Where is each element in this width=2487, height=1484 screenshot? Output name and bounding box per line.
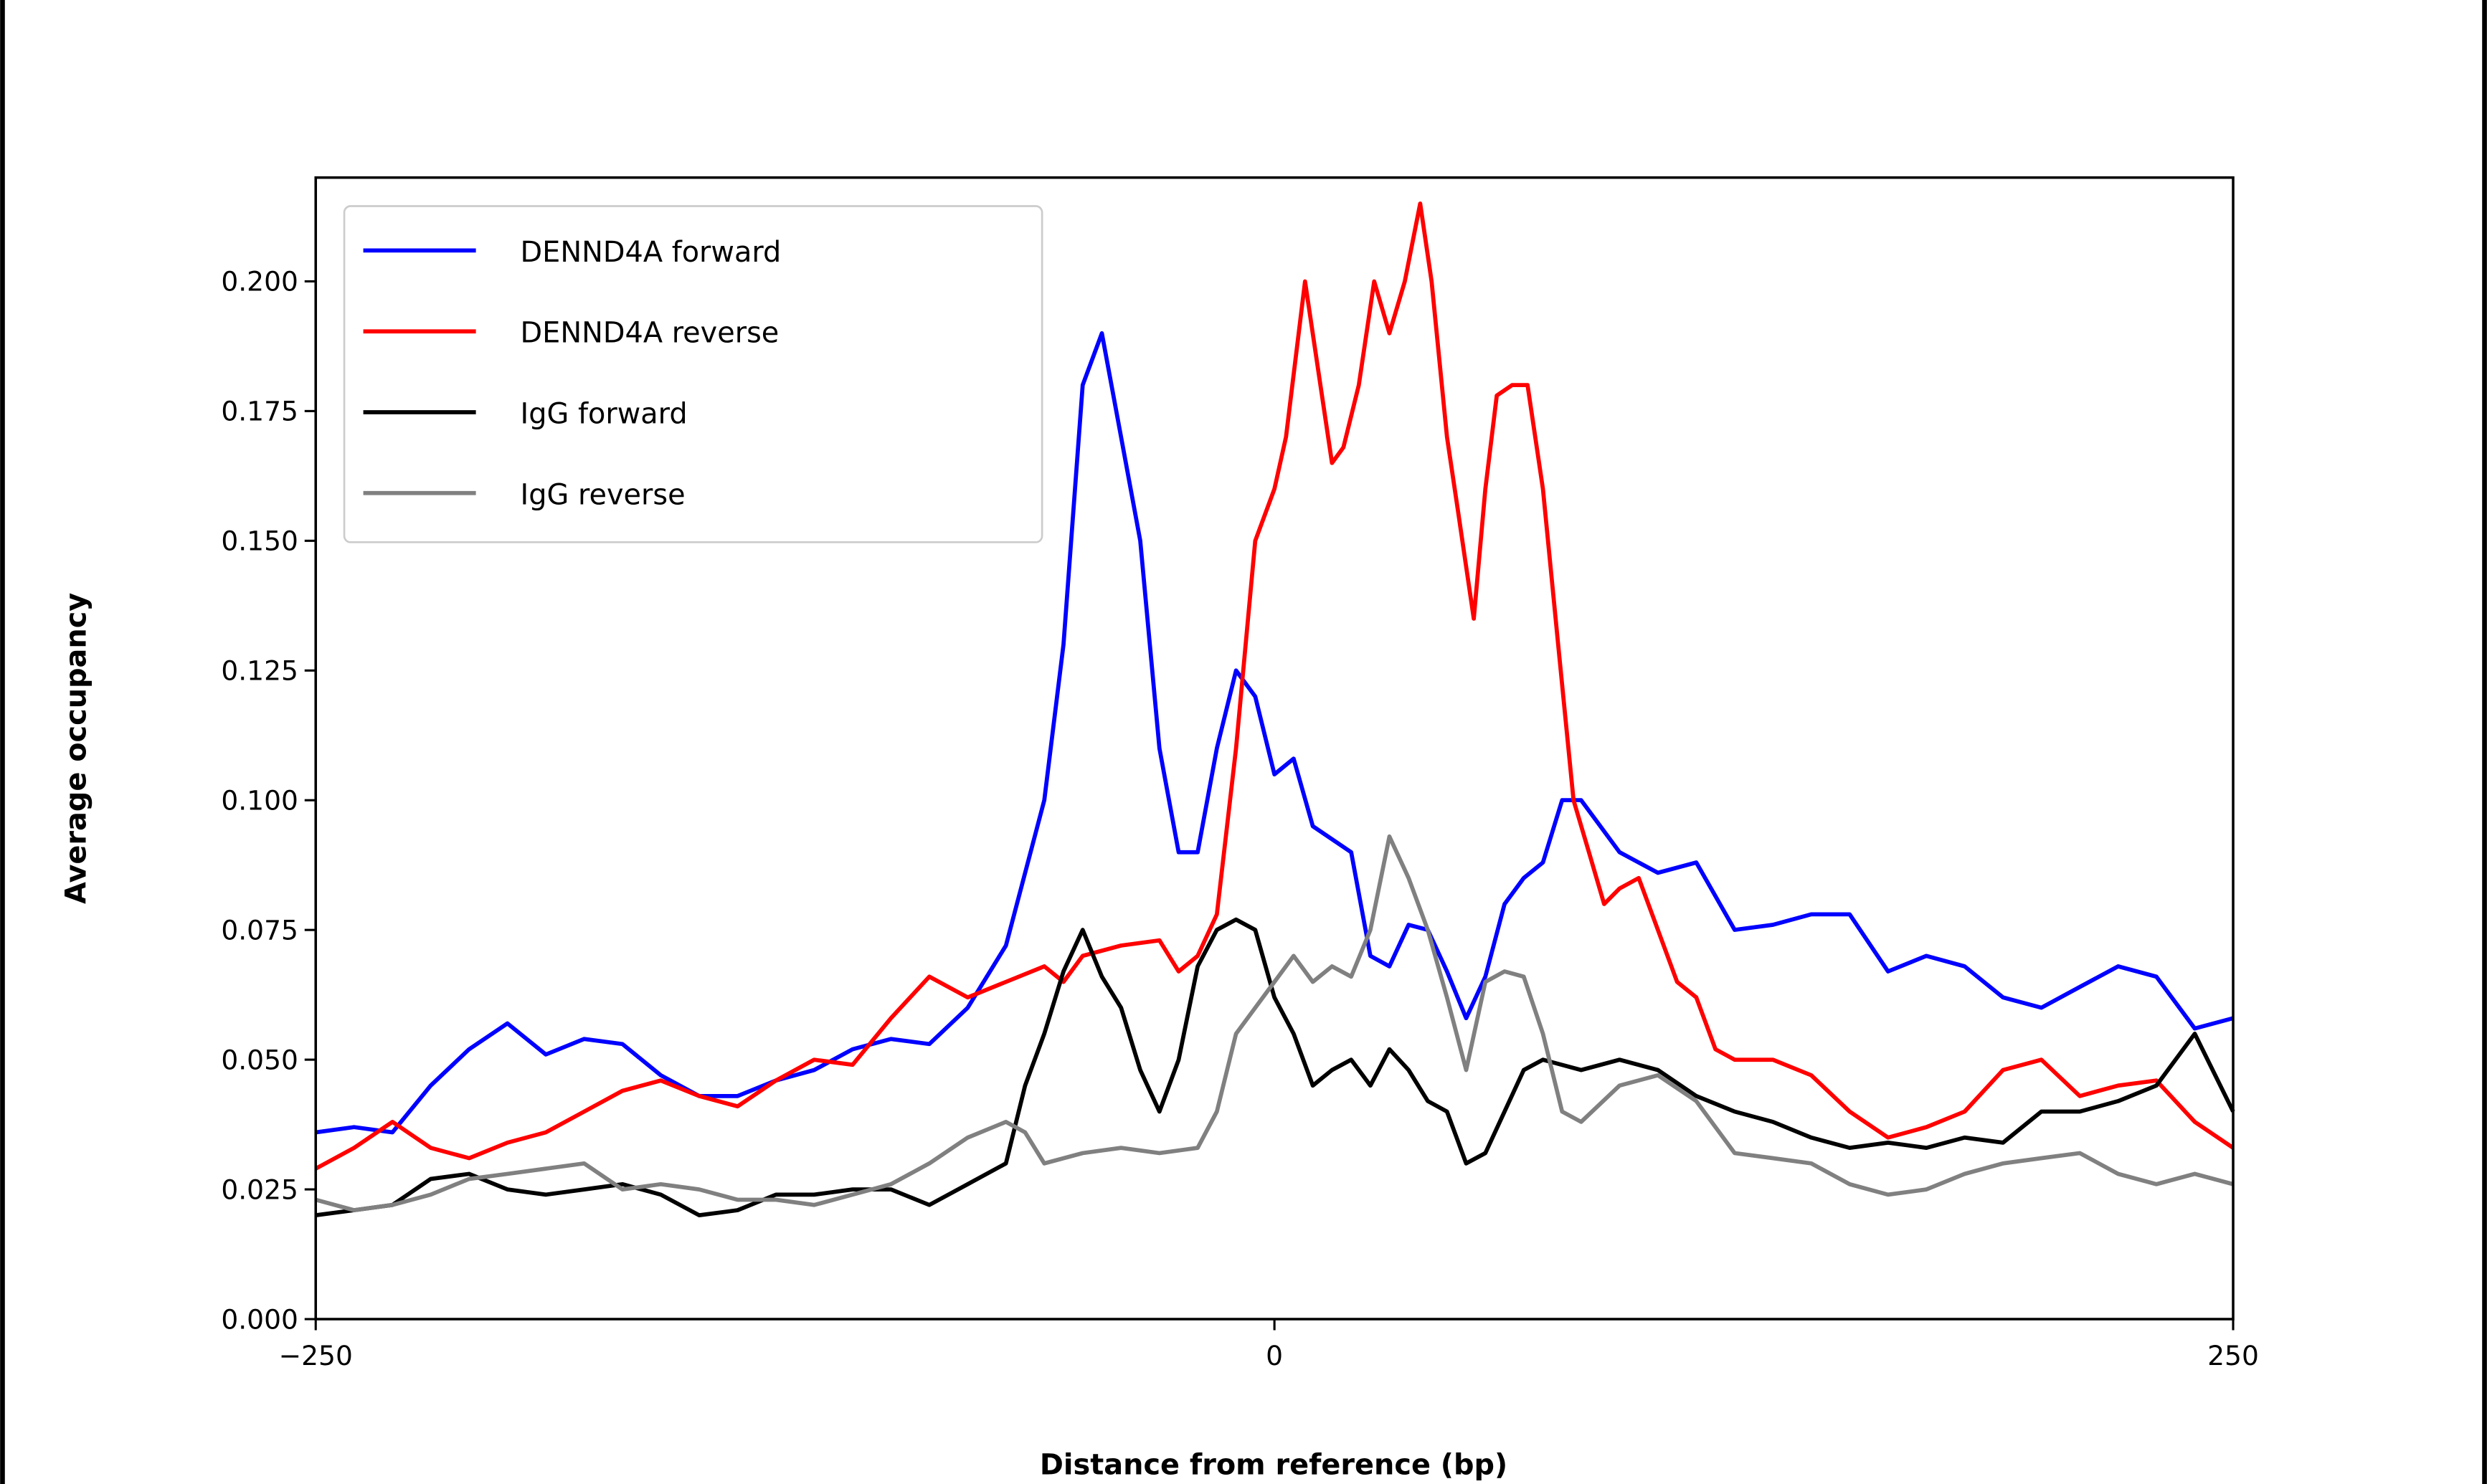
y-tick-label: 0.125 [221,655,298,687]
y-tick-label: 0.175 [221,396,298,427]
left-border [0,0,5,1484]
x-axis-label: Distance from reference (bp) [1040,1449,1507,1482]
ticks-layer: −250 0 250 0.000 0.025 0.050 0.075 0.100 0.125 0.… [221,266,2259,1371]
x-tick-label: 250 [2207,1340,2259,1371]
series-line-igg-reverse [315,834,2234,1212]
legend-label: DENND4A forward [521,236,782,269]
y-tick-label: 0.050 [221,1044,298,1075]
x-tick-label: −250 [279,1340,353,1371]
legend-label: DENND4A reverse [521,317,780,350]
series-layer [314,201,2235,1218]
legend-label: IgG reverse [521,478,686,511]
y-tick-label: 0.075 [221,914,298,946]
series-line-dennd4a-reverse [314,201,2235,1171]
y-axis-label: Average occupancy [60,593,93,904]
legend-label: IgG forward [521,397,688,430]
x-tick-label: 0 [1266,1340,1283,1371]
legend-box [343,205,1043,543]
right-border [2482,0,2487,1484]
series-line-dennd4a-forward [315,330,2234,1135]
y-tick-label: 0.150 [221,525,298,557]
y-tick-label: 0.100 [221,784,298,816]
y-tick-label: 0.200 [221,266,298,298]
legend: DENND4A forward DENND4A reverse IgG forwar… [343,205,1043,543]
y-tick-label: 0.025 [221,1174,298,1205]
y-tick-label: 0.000 [221,1303,298,1335]
series-line-igg-forward [315,917,2235,1218]
